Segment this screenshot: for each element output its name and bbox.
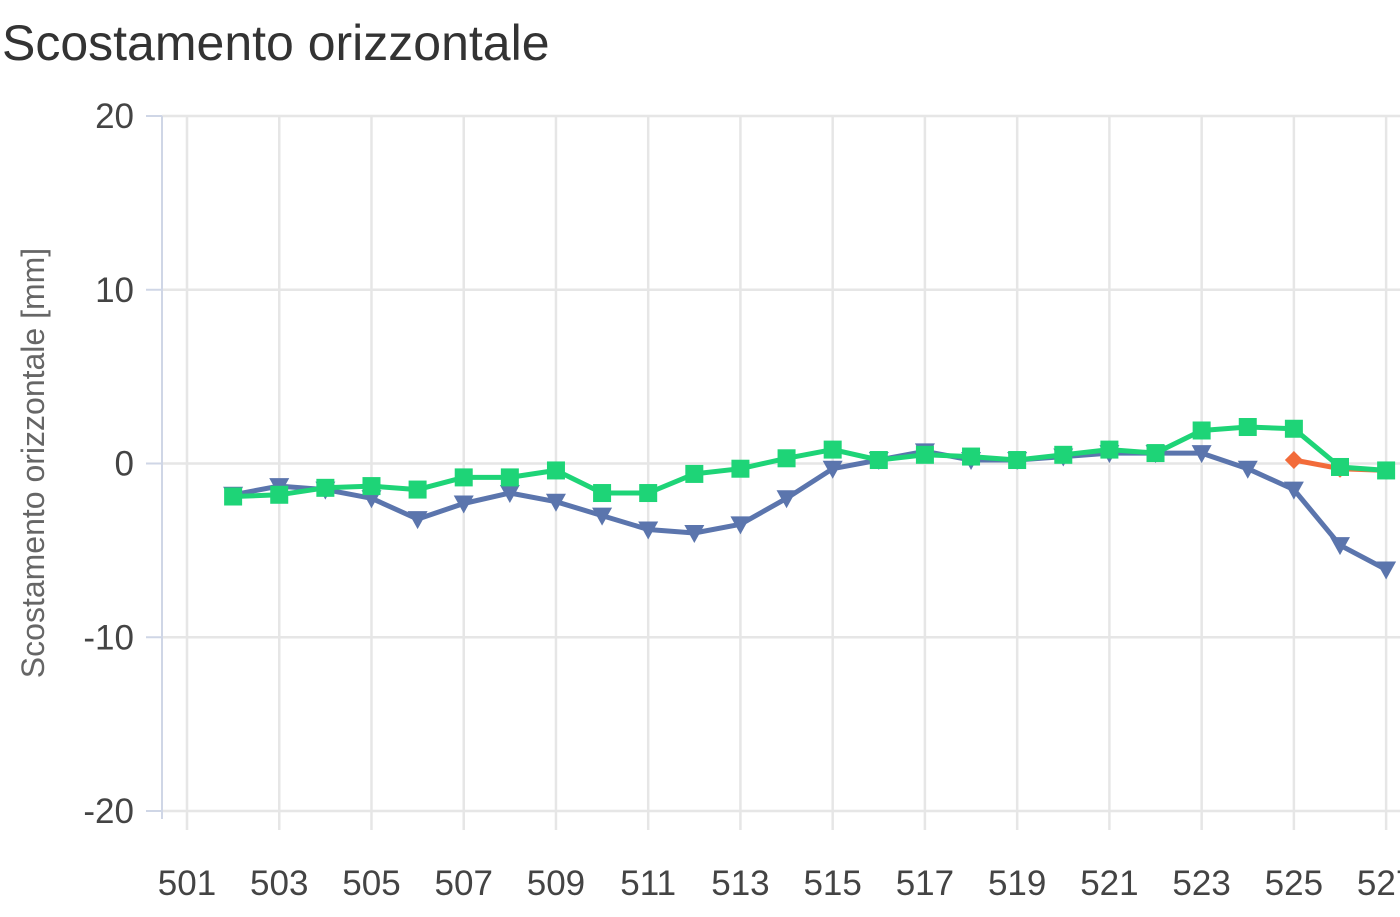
data-point [316, 478, 335, 497]
data-point [731, 459, 750, 478]
data-point [224, 487, 243, 506]
data-point [638, 521, 659, 540]
x-tick-label: 517 [896, 864, 954, 903]
data-point [823, 440, 842, 459]
data-point [684, 525, 705, 543]
data-point [407, 511, 428, 530]
data-point [1283, 481, 1304, 500]
data-point [545, 493, 566, 512]
x-tick-label: 505 [342, 864, 400, 903]
series-line [230, 448, 1389, 572]
y-tick-label: 20 [95, 97, 134, 136]
data-point [500, 468, 519, 487]
data-point [1237, 460, 1258, 479]
data-point [1330, 537, 1350, 556]
data-point [1331, 457, 1349, 476]
x-tick-label: 521 [1080, 864, 1138, 903]
data-point [499, 485, 520, 504]
y-axis-title: Scostamento orizzontale [mm] [15, 248, 51, 678]
data-point [593, 484, 612, 503]
x-tick-label: 523 [1172, 864, 1230, 903]
x-tick-label: 507 [435, 864, 493, 903]
y-tick-label: 0 [115, 445, 134, 484]
data-point [1376, 561, 1397, 580]
series-group [223, 418, 1397, 580]
data-point [869, 451, 888, 470]
data-point [362, 477, 381, 496]
data-point [1377, 461, 1396, 480]
x-tick-label: 509 [527, 864, 585, 903]
x-tick-label: 503 [250, 864, 308, 903]
data-point [1008, 451, 1027, 470]
data-point [1284, 419, 1303, 438]
chart-title: Scostamento orizzontale [2, 15, 550, 71]
data-point [776, 490, 797, 509]
data-point [546, 461, 565, 480]
data-point [777, 449, 796, 468]
data-point [1284, 451, 1303, 470]
series-2 [224, 418, 1396, 506]
axes: 20 10 0 -10 -20 501 503 505 507 509 511 513 515 517 51… [83, 97, 1400, 903]
data-point [1191, 445, 1212, 464]
data-point [1054, 445, 1073, 464]
data-point [270, 485, 289, 504]
data-point [639, 484, 658, 503]
x-tick-label: 515 [803, 864, 861, 903]
x-tick-label: 511 [620, 864, 676, 903]
data-point [962, 447, 981, 466]
data-point [1100, 440, 1119, 459]
data-point [453, 495, 474, 514]
x-tick-label: 519 [988, 864, 1046, 903]
data-point [408, 480, 427, 499]
y-tick-label: -10 [83, 618, 134, 657]
y-tick-label: 10 [95, 271, 134, 310]
data-point [730, 516, 751, 535]
data-point [1192, 421, 1211, 440]
data-point [685, 464, 704, 483]
y-tick-label: -20 [83, 792, 134, 831]
data-point [1146, 444, 1165, 463]
data-point [592, 507, 613, 526]
x-tick-label: 501 [158, 864, 216, 903]
x-tick-label: 525 [1265, 864, 1323, 903]
x-tick-label: 527 [1357, 864, 1400, 903]
data-point [915, 445, 934, 464]
data-point [822, 460, 843, 479]
grid [162, 114, 1400, 830]
x-tick-label: 513 [711, 864, 769, 903]
data-point [1238, 418, 1257, 437]
data-point [454, 468, 473, 487]
